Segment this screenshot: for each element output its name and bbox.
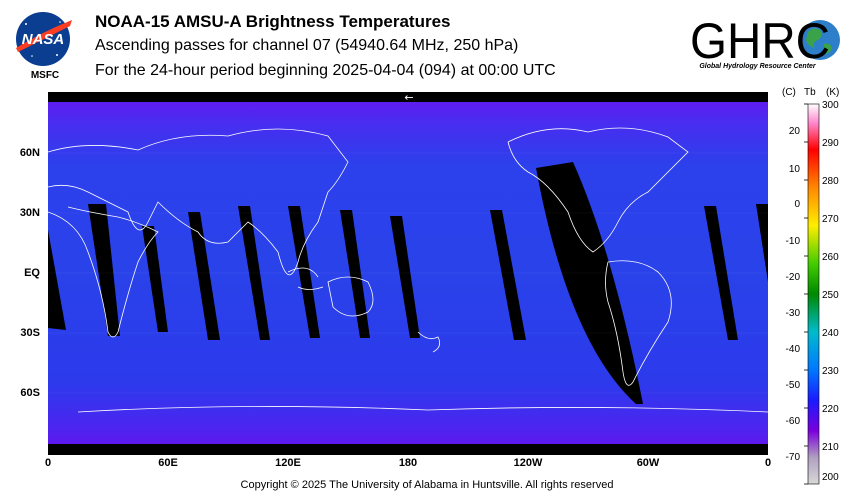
chart-title: NOAA-15 AMSU-A Brightness Temperatures bbox=[95, 12, 451, 31]
c-tick-minus40: -40 bbox=[786, 344, 801, 355]
k-tick-280: 280 bbox=[822, 176, 839, 187]
k-tick-270: 270 bbox=[822, 214, 839, 225]
lat-label-60s: 60S bbox=[20, 387, 40, 399]
nasa-wordmark: NASA bbox=[22, 31, 65, 48]
lat-label-30s: 30S bbox=[20, 327, 40, 339]
k-tick-230: 230 bbox=[822, 366, 839, 377]
chart-subtitle: Ascending passes for channel 07 (54940.6… bbox=[95, 37, 519, 54]
lon-label-60w: 60W bbox=[636, 457, 660, 469]
ghrc-caption: Global Hydrology Resource Center bbox=[699, 63, 816, 70]
k-tick-300: 300 bbox=[822, 100, 839, 111]
lon-label-120e: 120E bbox=[275, 457, 301, 469]
c-tick-minus50: -50 bbox=[786, 380, 801, 391]
ghrc-wordmark: GHRC bbox=[690, 13, 830, 66]
coastlines bbox=[48, 127, 768, 413]
k-tick-220: 220 bbox=[822, 404, 839, 415]
k-tick-290: 290 bbox=[822, 138, 839, 149]
swath-gap bbox=[704, 206, 738, 340]
lon-label-60e: 60E bbox=[158, 457, 178, 469]
c-tick-0: 0 bbox=[794, 199, 800, 210]
lon-label-0-left: 0 bbox=[44, 457, 52, 469]
copyright-footer: Copyright © 2025 The University of Alaba… bbox=[240, 479, 614, 491]
large-data-gap bbox=[536, 162, 643, 404]
c-tick-minus60: -60 bbox=[786, 416, 801, 427]
north-gap-band bbox=[48, 92, 768, 102]
swath-gap bbox=[756, 204, 768, 282]
swath-gap bbox=[238, 206, 270, 340]
colorbar-unit-k: (K) bbox=[826, 87, 840, 98]
c-tick-minus20: -20 bbox=[786, 272, 801, 283]
k-tick-210: 210 bbox=[822, 442, 839, 453]
swath-gap bbox=[142, 226, 168, 332]
c-tick-minus70: -70 bbox=[786, 452, 801, 463]
lat-label-30n: 30N bbox=[19, 207, 40, 219]
swath-gap bbox=[48, 230, 66, 330]
k-tick-200: 200 bbox=[822, 472, 839, 483]
msfc-label: MSFC bbox=[30, 70, 60, 81]
lon-label-180: 180 bbox=[398, 457, 418, 469]
swath-gap bbox=[490, 210, 526, 340]
c-tick-minus30: -30 bbox=[786, 308, 801, 319]
k-tick-260: 260 bbox=[822, 252, 839, 263]
colorbar-gradient bbox=[807, 103, 820, 485]
lon-label-0-right: 0 bbox=[764, 457, 772, 469]
c-tick-10: 10 bbox=[789, 164, 801, 175]
k-tick-250: 250 bbox=[822, 290, 839, 301]
colorbar-unit-tb: Tb bbox=[804, 87, 816, 98]
k-tick-240: 240 bbox=[822, 328, 839, 339]
colorbar: 300 290 280 270 260 250 240 230 220 210 … bbox=[786, 100, 839, 485]
colorbar-unit-c: (C) bbox=[782, 87, 796, 98]
dateline-arrow-icon: ← bbox=[404, 92, 413, 104]
swath-gap bbox=[390, 216, 420, 338]
period-text: For the 24-hour period beginning 2025-04… bbox=[95, 62, 556, 79]
graticule bbox=[48, 152, 768, 394]
south-gap-band bbox=[48, 444, 768, 455]
swath-gap bbox=[288, 206, 320, 338]
brightness-map: ← bbox=[48, 92, 768, 455]
lat-label-eq: EQ bbox=[24, 267, 40, 279]
c-tick-minus10: -10 bbox=[786, 236, 801, 247]
lat-label-60n: 60N bbox=[19, 147, 40, 159]
c-tick-20: 20 bbox=[789, 126, 801, 137]
lon-label-120w: 120W bbox=[513, 457, 543, 469]
swath-gap bbox=[340, 210, 370, 338]
swath-gap bbox=[88, 204, 120, 336]
nasa-logo: NASA bbox=[16, 12, 72, 66]
swath-gap bbox=[188, 212, 220, 340]
ghrc-logo: GHRC bbox=[690, 13, 840, 66]
